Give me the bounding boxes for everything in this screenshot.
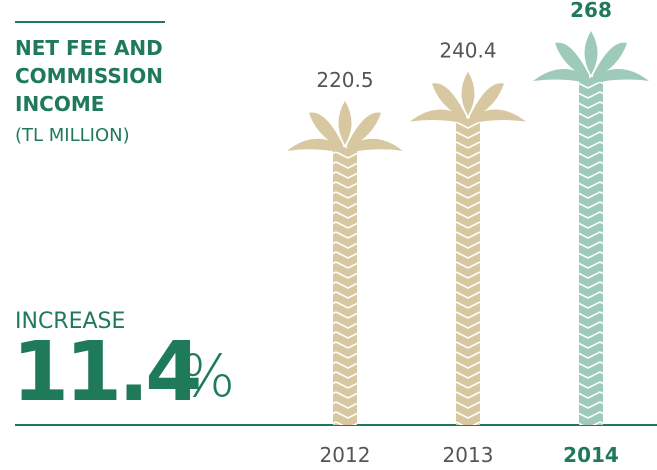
x-tick-label: 2012 [320, 443, 371, 467]
highlight-label: INCREASE [15, 309, 125, 334]
subtitle: (TL MILLION) [15, 125, 130, 146]
value-label: 240.4 [439, 39, 496, 63]
chart-title: NET FEE AND [15, 36, 163, 60]
palm-crown [287, 100, 403, 153]
highlight-unit: % [180, 342, 235, 410]
chart-title: INCOME [15, 92, 104, 116]
palm-crown [410, 71, 526, 124]
palm-bar [410, 71, 526, 425]
value-label: 268 [570, 0, 612, 22]
palm-trunk-pattern [333, 146, 357, 426]
palm-bar [287, 100, 403, 426]
x-tick-label: 2014 [563, 443, 619, 467]
highlight-value: 11.4 [12, 325, 199, 420]
palm-trunk-pattern [579, 77, 603, 425]
palm-crown [533, 31, 649, 84]
value-label: 220.5 [316, 68, 373, 92]
palm-trunk-pattern [456, 117, 480, 425]
palm-bar [533, 31, 649, 425]
x-tick-label: 2013 [443, 443, 494, 467]
chart-title: COMMISSION [15, 64, 163, 88]
